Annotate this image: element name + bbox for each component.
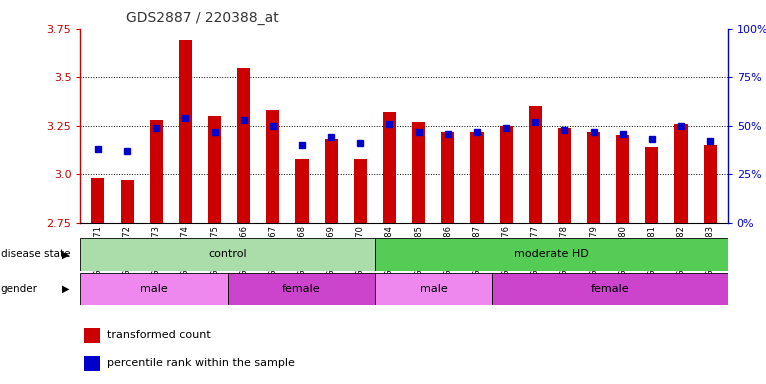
Bar [441, 132, 454, 223]
Bar [375, 273, 493, 305]
Bar [493, 273, 728, 305]
Text: ▶: ▶ [62, 249, 70, 260]
Text: female: female [282, 284, 320, 294]
Bar [84, 356, 100, 371]
Bar [383, 112, 396, 223]
Bar [91, 178, 104, 223]
Bar [296, 159, 309, 223]
Bar [228, 273, 375, 305]
Text: ▶: ▶ [62, 284, 70, 294]
Bar [208, 116, 221, 223]
Text: moderate HD: moderate HD [514, 249, 588, 260]
Bar [149, 120, 163, 223]
Bar [237, 68, 250, 223]
Bar [645, 147, 659, 223]
Text: male: male [420, 284, 447, 294]
Text: female: female [591, 284, 630, 294]
Bar [587, 132, 600, 223]
Bar [558, 128, 571, 223]
Text: control: control [208, 249, 247, 260]
Bar [80, 273, 228, 305]
Text: male: male [140, 284, 168, 294]
Bar [675, 124, 688, 223]
Bar [80, 238, 375, 271]
Bar [354, 159, 367, 223]
Bar [375, 238, 728, 271]
Bar [84, 328, 100, 343]
Bar [470, 132, 483, 223]
Text: percentile rank within the sample: percentile rank within the sample [107, 358, 295, 368]
Bar [499, 126, 512, 223]
Bar [325, 139, 338, 223]
Text: GDS2887 / 220388_at: GDS2887 / 220388_at [126, 11, 279, 25]
Bar [267, 110, 280, 223]
Text: disease state: disease state [1, 249, 70, 260]
Text: gender: gender [1, 284, 38, 294]
Bar [178, 40, 192, 223]
Bar [412, 122, 425, 223]
Bar [120, 180, 133, 223]
Text: transformed count: transformed count [107, 331, 211, 341]
Bar [529, 106, 542, 223]
Bar [616, 136, 630, 223]
Bar [704, 145, 717, 223]
